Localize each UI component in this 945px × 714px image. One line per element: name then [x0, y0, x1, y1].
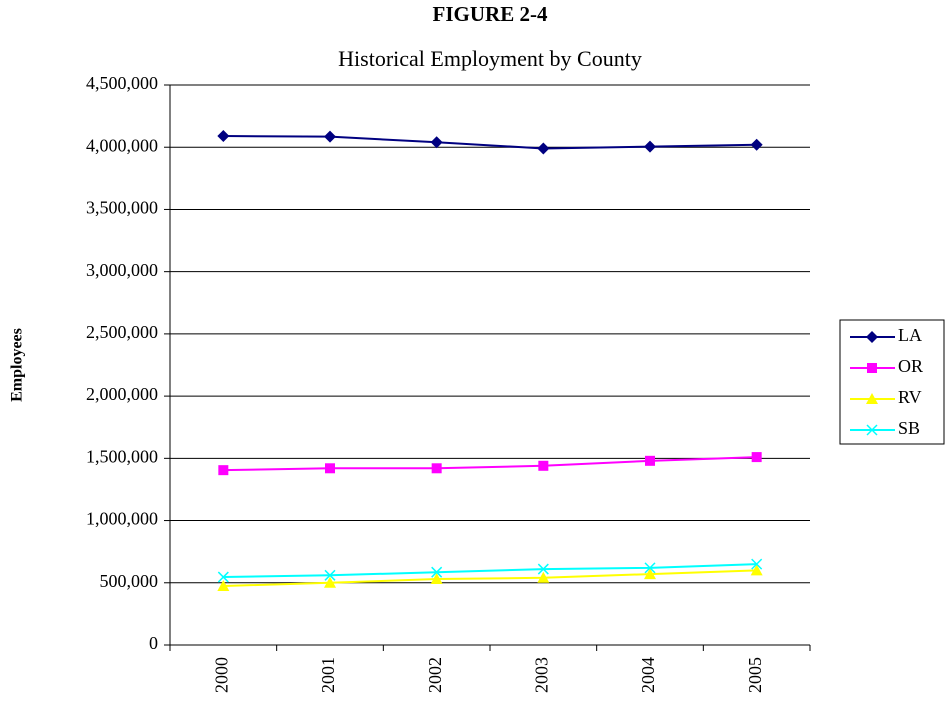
legend-box [839, 319, 945, 445]
marker [324, 576, 336, 588]
marker [644, 568, 656, 580]
marker [325, 463, 335, 474]
y-tick-label: 2,500,000 [86, 322, 158, 342]
legend-label: LA [898, 325, 922, 345]
legend-label: RV [898, 387, 922, 407]
marker [751, 558, 763, 570]
series-line [223, 456, 757, 472]
marker [324, 130, 336, 143]
marker [217, 571, 229, 583]
marker [538, 460, 549, 471]
marker [644, 562, 656, 574]
legend-label: SB [898, 418, 920, 438]
marker [750, 138, 763, 151]
marker [431, 463, 442, 474]
y-tick-label: 3,500,000 [86, 198, 158, 218]
x-tick-label: 2003 [531, 657, 551, 693]
y-tick-label: 4,000,000 [86, 135, 158, 155]
marker [750, 564, 763, 576]
marker [537, 142, 550, 155]
y-tick-label: 4,500,000 [86, 73, 158, 93]
series-line [223, 563, 757, 579]
x-tick-label: 2004 [638, 657, 658, 693]
marker [218, 465, 229, 476]
legend-label: OR [898, 356, 923, 376]
y-tick-label: 500,000 [100, 571, 159, 591]
x-tick-label: 2002 [425, 657, 445, 693]
x-tick-label: 2000 [211, 657, 231, 693]
y-tick-label: 1,500,000 [86, 446, 158, 466]
marker [217, 130, 230, 143]
marker [431, 566, 443, 578]
legend-marker [866, 424, 878, 436]
marker [537, 571, 550, 583]
legend-marker [866, 393, 878, 404]
marker [751, 452, 762, 463]
legend-marker [866, 331, 878, 343]
marker [644, 140, 656, 153]
y-axis-label: Employees [9, 328, 26, 402]
chart-subtitle: Historical Employment by County [338, 46, 642, 71]
series-line [223, 569, 757, 588]
y-tick-label: 1,000,000 [86, 509, 158, 529]
chart-title: FIGURE 2-4 [433, 2, 548, 26]
marker [430, 136, 443, 149]
y-tick-label: 3,000,000 [86, 260, 158, 280]
y-tick-label: 0 [149, 633, 158, 653]
marker [217, 580, 230, 592]
legend-marker [867, 363, 877, 373]
marker [324, 569, 336, 581]
marker [645, 455, 655, 466]
marker [537, 563, 549, 575]
marker [430, 573, 443, 585]
x-tick-label: 2005 [745, 657, 765, 693]
x-tick-label: 2001 [318, 657, 338, 693]
series-line [223, 135, 757, 150]
y-tick-label: 2,000,000 [86, 384, 158, 404]
